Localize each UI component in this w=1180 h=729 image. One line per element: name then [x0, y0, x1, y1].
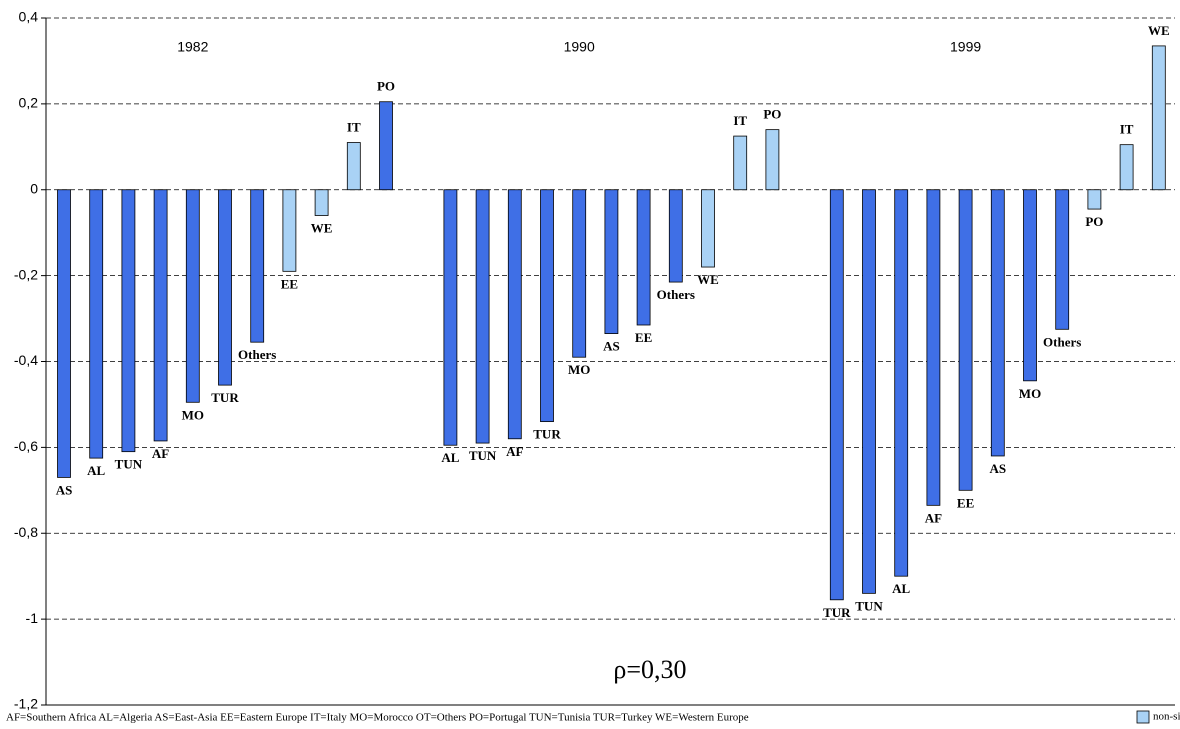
bar — [926, 189, 941, 506]
bar — [1055, 189, 1070, 330]
bar — [379, 101, 393, 191]
bar-label: AF — [152, 446, 169, 461]
bar-label: AF — [925, 510, 942, 525]
y-tick-label: 0 — [30, 180, 38, 196]
bar-label: TUN — [115, 457, 143, 472]
bar-label: IT — [733, 113, 747, 128]
bar-label: Others — [657, 287, 695, 302]
bar — [185, 189, 200, 403]
y-tick-label: -1 — [26, 610, 39, 626]
annotation: ρ=0,30 — [613, 655, 686, 684]
group-title: 1982 — [177, 39, 208, 55]
bar-label: TUR — [211, 390, 239, 405]
bar — [1023, 189, 1037, 382]
bar-label: AL — [441, 450, 459, 465]
bar-label: EE — [635, 330, 652, 345]
bar-label: MO — [182, 407, 204, 422]
bar-label: TUR — [533, 427, 561, 442]
group-title: 1990 — [564, 39, 595, 55]
bar-label: IT — [1120, 122, 1134, 137]
y-tick-label: 0,2 — [19, 95, 39, 111]
bar-label: WE — [1148, 23, 1170, 38]
bar-label: PO — [1085, 214, 1103, 229]
y-tick-label: -0,2 — [14, 266, 38, 282]
bar-label: EE — [957, 495, 974, 510]
y-tick-label: -0,8 — [14, 524, 38, 540]
bar — [765, 129, 780, 191]
bar-label: AS — [989, 461, 1006, 476]
bar-label: Others — [1043, 334, 1081, 349]
bar — [57, 189, 71, 478]
bar-label: AF — [506, 444, 523, 459]
bar-label: EE — [281, 276, 298, 291]
y-tick-label: -1,2 — [14, 696, 38, 712]
bar — [829, 189, 844, 601]
bar — [443, 189, 458, 446]
bar-label: PO — [763, 107, 781, 122]
group-title: 1999 — [950, 39, 981, 55]
bar — [121, 189, 136, 453]
bar-label: IT — [347, 120, 361, 135]
bar — [218, 189, 232, 386]
bar — [153, 189, 168, 442]
bar-label: WE — [697, 272, 719, 287]
bar — [346, 142, 361, 191]
bar — [604, 189, 619, 334]
footnote: AF=Southern Africa AL=Algeria AS=East-As… — [6, 712, 749, 724]
bar-label: Others — [238, 347, 276, 362]
legend-swatch — [1136, 710, 1150, 724]
bar — [572, 189, 587, 358]
legend-label: non-significant — [1153, 711, 1180, 723]
bar-label: AS — [56, 482, 73, 497]
bar-label: MO — [568, 362, 590, 377]
bar — [314, 189, 329, 216]
bar — [1119, 144, 1134, 191]
bar — [89, 189, 104, 459]
bar-label: AL — [892, 581, 910, 596]
bar-label: AL — [87, 463, 105, 478]
bar — [250, 189, 265, 343]
bar — [990, 189, 1005, 457]
bar — [507, 189, 522, 440]
bar — [894, 189, 909, 577]
bar — [701, 189, 715, 268]
bar — [958, 189, 973, 491]
bar-label: TUR — [823, 605, 851, 620]
y-tick-label: -0,6 — [14, 438, 38, 454]
bar — [668, 189, 683, 283]
bar-label: AS — [603, 339, 620, 354]
bar — [862, 189, 876, 594]
bar-label: TUN — [855, 598, 883, 613]
bar-label: MO — [1019, 386, 1041, 401]
bar — [1151, 45, 1166, 191]
bar — [282, 189, 297, 272]
bar-label: TUN — [469, 448, 497, 463]
bar — [540, 189, 554, 423]
bar — [475, 189, 490, 444]
y-tick-label: 0,4 — [19, 9, 39, 25]
bar-label: PO — [377, 79, 395, 94]
bar-label: WE — [311, 220, 333, 235]
bar — [733, 135, 748, 191]
bar — [1087, 189, 1102, 210]
y-tick-label: -0,4 — [14, 352, 38, 368]
bar — [636, 189, 651, 326]
